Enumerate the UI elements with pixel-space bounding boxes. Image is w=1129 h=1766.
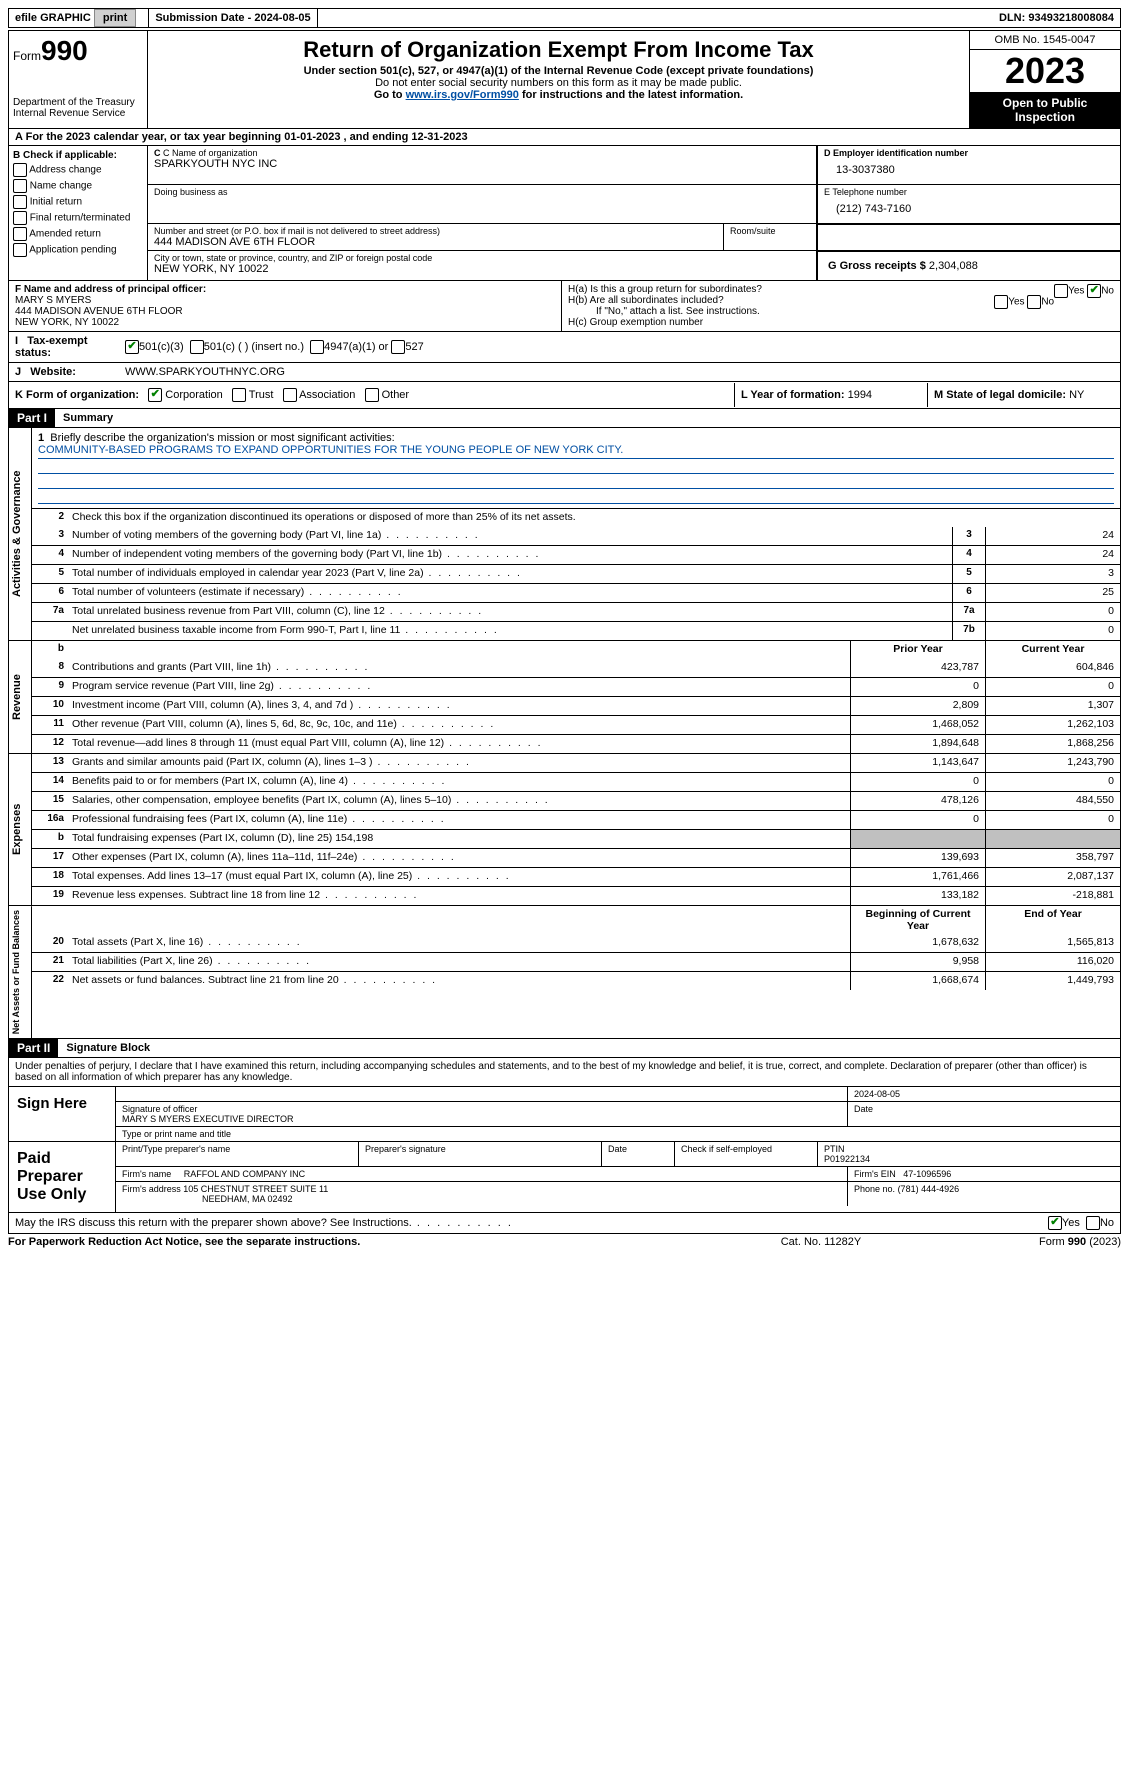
entity-block: B Check if applicable: Address change Na… bbox=[8, 146, 1121, 281]
form-id: Form990 Department of the Treasury Inter… bbox=[9, 31, 148, 128]
domicile: NY bbox=[1069, 389, 1084, 401]
form-subtitle: Under section 501(c), 527, or 4947(a)(1)… bbox=[154, 65, 963, 77]
part1-expenses: Expenses 13Grants and similar amounts pa… bbox=[8, 754, 1121, 906]
top-bar: efile GRAPHIC print Submission Date - 20… bbox=[8, 8, 1121, 28]
penalties-text: Under penalties of perjury, I declare th… bbox=[8, 1058, 1121, 1087]
table-row: 14Benefits paid to or for members (Part … bbox=[32, 772, 1120, 791]
form-title: Return of Organization Exempt From Incom… bbox=[154, 37, 963, 63]
year-formed: 1994 bbox=[848, 389, 872, 401]
dln: DLN: 93493218008084 bbox=[993, 9, 1120, 27]
firm-name: RAFFOL AND COMPANY INC bbox=[184, 1169, 305, 1179]
discuss-row: May the IRS discuss this return with the… bbox=[8, 1213, 1121, 1234]
officer-name: MARY S MYERS bbox=[15, 295, 91, 306]
table-row: 4Number of independent voting members of… bbox=[32, 545, 1120, 564]
chk-pending[interactable] bbox=[13, 243, 27, 257]
part1-netassets: Net Assets or Fund Balances Beginning of… bbox=[8, 906, 1121, 1039]
table-row: 10Investment income (Part VIII, column (… bbox=[32, 696, 1120, 715]
table-row: 11Other revenue (Part VIII, column (A), … bbox=[32, 715, 1120, 734]
irs-link[interactable]: www.irs.gov/Form990 bbox=[406, 89, 519, 101]
open-public: Open to Public Inspection bbox=[970, 92, 1120, 128]
box-klm: K Form of organization: Corporation Trus… bbox=[8, 382, 1121, 409]
table-row: 12Total revenue—add lines 8 through 11 (… bbox=[32, 734, 1120, 753]
goto-line: Go to www.irs.gov/Form990 for instructio… bbox=[154, 89, 963, 101]
mission: COMMUNITY-BASED PROGRAMS TO EXPAND OPPOR… bbox=[38, 444, 1114, 459]
table-row: 3Number of voting members of the governi… bbox=[32, 527, 1120, 545]
chk-initial[interactable] bbox=[13, 195, 27, 209]
hb-yes[interactable] bbox=[994, 295, 1008, 309]
street: 444 MADISON AVE 6TH FLOOR bbox=[154, 236, 315, 248]
table-row: 20Total assets (Part X, line 16)1,678,63… bbox=[32, 934, 1120, 952]
chk-assoc[interactable] bbox=[283, 388, 297, 402]
chk-corp[interactable] bbox=[148, 388, 162, 402]
box-i: I Tax-exempt status: 501(c)(3) 501(c) ( … bbox=[8, 332, 1121, 363]
omb-number: OMB No. 1545-0047 bbox=[970, 31, 1120, 50]
table-row: bTotal fundraising expenses (Part IX, co… bbox=[32, 829, 1120, 848]
ssn-warning: Do not enter social security numbers on … bbox=[154, 77, 963, 89]
discuss-yes[interactable] bbox=[1048, 1216, 1062, 1230]
print-button[interactable]: print bbox=[94, 9, 136, 27]
firm-ein: 47-1096596 bbox=[903, 1169, 951, 1179]
chk-amended[interactable] bbox=[13, 227, 27, 241]
form-header: Form990 Department of the Treasury Inter… bbox=[8, 30, 1121, 129]
chk-4947[interactable] bbox=[310, 340, 324, 354]
phone: (212) 743-7160 bbox=[824, 197, 1114, 221]
chk-name[interactable] bbox=[13, 179, 27, 193]
org-name: SPARKYOUTH NYC INC bbox=[154, 158, 277, 170]
discuss-no[interactable] bbox=[1086, 1216, 1100, 1230]
table-row: 21Total liabilities (Part X, line 26)9,9… bbox=[32, 952, 1120, 971]
chk-address[interactable] bbox=[13, 163, 27, 177]
line-a: A For the 2023 calendar year, or tax yea… bbox=[8, 129, 1121, 146]
table-row: 18Total expenses. Add lines 13–17 (must … bbox=[32, 867, 1120, 886]
chk-other[interactable] bbox=[365, 388, 379, 402]
box-b: B Check if applicable: Address change Na… bbox=[9, 146, 148, 280]
efile-label: efile GRAPHIC print bbox=[9, 9, 149, 27]
ptin: P01922134 bbox=[824, 1154, 870, 1164]
hb-no[interactable] bbox=[1027, 295, 1041, 309]
table-row: 16aProfessional fundraising fees (Part I… bbox=[32, 810, 1120, 829]
paid-preparer: Paid Preparer Use Only Print/Type prepar… bbox=[8, 1142, 1121, 1213]
submission-date: Submission Date - 2024-08-05 bbox=[149, 9, 317, 27]
table-row: 22Net assets or fund balances. Subtract … bbox=[32, 971, 1120, 990]
chk-final[interactable] bbox=[13, 211, 27, 225]
box-j: J Website: WWW.SPARKYOUTHNYC.ORG bbox=[8, 363, 1121, 382]
chk-501c[interactable] bbox=[190, 340, 204, 354]
chk-527[interactable] bbox=[391, 340, 405, 354]
firm-addr: 105 CHESTNUT STREET SUITE 11 bbox=[183, 1184, 328, 1194]
gross-receipts: 2,304,088 bbox=[929, 260, 978, 272]
ha-yes[interactable] bbox=[1054, 284, 1068, 298]
table-row: 6Total number of volunteers (estimate if… bbox=[32, 583, 1120, 602]
table-row: 9Program service revenue (Part VIII, lin… bbox=[32, 677, 1120, 696]
table-row: 15Salaries, other compensation, employee… bbox=[32, 791, 1120, 810]
ha-no[interactable] bbox=[1087, 284, 1101, 298]
table-row: 5Total number of individuals employed in… bbox=[32, 564, 1120, 583]
part2-header: Part II Signature Block bbox=[8, 1039, 1121, 1058]
table-row: 13Grants and similar amounts paid (Part … bbox=[32, 754, 1120, 772]
officer-sig: MARY S MYERS EXECUTIVE DIRECTOR bbox=[122, 1114, 294, 1124]
part1-header: Part I Summary bbox=[8, 409, 1121, 428]
page-footer: For Paperwork Reduction Act Notice, see … bbox=[8, 1234, 1121, 1250]
sign-date: 2024-08-05 bbox=[848, 1087, 1120, 1101]
city: NEW YORK, NY 10022 bbox=[154, 263, 269, 275]
chk-trust[interactable] bbox=[232, 388, 246, 402]
table-row: Net unrelated business taxable income fr… bbox=[32, 621, 1120, 640]
table-row: 7aTotal unrelated business revenue from … bbox=[32, 602, 1120, 621]
firm-phone: (781) 444-4926 bbox=[898, 1184, 960, 1194]
table-row: 17Other expenses (Part IX, column (A), l… bbox=[32, 848, 1120, 867]
table-row: 8Contributions and grants (Part VIII, li… bbox=[32, 659, 1120, 677]
website: WWW.SPARKYOUTHNYC.ORG bbox=[125, 366, 285, 378]
table-row: 19Revenue less expenses. Subtract line 1… bbox=[32, 886, 1120, 905]
part1-governance: Activities & Governance 1 Briefly descri… bbox=[8, 428, 1121, 641]
part1-revenue: Revenue b Prior Year Current Year 8Contr… bbox=[8, 641, 1121, 754]
ein: 13-3037380 bbox=[824, 158, 1114, 182]
sign-here: Sign Here 2024-08-05 Signature of office… bbox=[8, 1087, 1121, 1142]
officer-block: F Name and address of principal officer:… bbox=[8, 281, 1121, 332]
tax-year: 2023 bbox=[970, 50, 1120, 92]
chk-501c3[interactable] bbox=[125, 340, 139, 354]
dept-label: Department of the Treasury Internal Reve… bbox=[13, 97, 143, 119]
